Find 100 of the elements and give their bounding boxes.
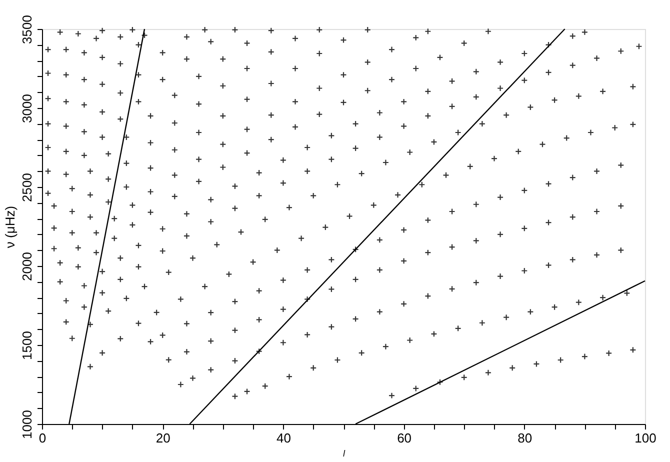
point xyxy=(454,325,462,332)
point xyxy=(141,283,148,290)
point xyxy=(382,159,389,166)
point xyxy=(280,306,286,313)
point xyxy=(80,102,88,108)
point xyxy=(593,208,600,215)
point xyxy=(472,237,480,244)
point xyxy=(183,232,190,240)
point xyxy=(496,231,504,238)
point xyxy=(105,150,112,158)
point xyxy=(388,392,396,399)
point xyxy=(334,356,341,364)
point xyxy=(159,332,166,338)
point xyxy=(630,83,636,90)
point xyxy=(99,54,106,61)
point xyxy=(490,155,498,162)
point xyxy=(232,205,238,212)
point xyxy=(214,241,220,248)
point xyxy=(292,65,299,72)
point xyxy=(618,48,624,54)
point xyxy=(147,139,154,146)
point xyxy=(62,122,70,130)
point xyxy=(551,96,558,104)
point xyxy=(448,286,456,292)
point xyxy=(208,338,214,344)
point xyxy=(454,129,462,136)
point xyxy=(44,190,52,197)
point xyxy=(111,235,118,242)
point xyxy=(62,148,70,155)
point xyxy=(569,256,576,263)
point xyxy=(496,84,504,92)
point xyxy=(62,171,70,178)
point xyxy=(334,181,341,188)
point xyxy=(496,58,504,66)
point xyxy=(280,156,286,164)
point xyxy=(636,43,642,50)
point xyxy=(424,292,432,300)
y-tick-label: 2000 xyxy=(20,252,34,281)
point xyxy=(581,28,588,36)
point xyxy=(256,192,262,199)
point xyxy=(74,244,82,252)
point xyxy=(195,129,202,136)
point xyxy=(74,30,82,38)
point xyxy=(533,360,540,368)
point xyxy=(376,308,383,316)
point xyxy=(304,266,311,274)
point xyxy=(105,308,112,314)
point xyxy=(316,50,323,57)
x-tick-label: 80 xyxy=(518,430,532,446)
point xyxy=(442,172,450,178)
point xyxy=(147,112,154,120)
point xyxy=(352,120,359,128)
point xyxy=(304,296,311,302)
point xyxy=(286,204,293,211)
point xyxy=(268,80,274,87)
point xyxy=(370,202,377,208)
x-tick-label: 60 xyxy=(397,430,412,446)
point xyxy=(135,98,142,105)
point xyxy=(99,81,106,88)
point xyxy=(328,324,335,330)
point xyxy=(400,300,408,308)
point xyxy=(448,78,456,84)
point xyxy=(68,185,76,192)
point xyxy=(280,276,286,284)
point xyxy=(80,304,88,310)
point xyxy=(202,283,208,290)
point xyxy=(262,216,268,223)
point xyxy=(189,374,196,382)
point xyxy=(44,46,52,53)
point xyxy=(117,60,124,68)
point xyxy=(80,76,88,83)
point xyxy=(527,308,534,316)
point xyxy=(232,182,238,190)
point xyxy=(117,90,124,96)
point xyxy=(111,215,118,222)
point xyxy=(521,225,528,232)
point xyxy=(424,88,432,95)
y-tick-label: 3000 xyxy=(20,94,34,123)
point xyxy=(557,356,564,364)
point xyxy=(322,224,329,231)
point xyxy=(220,56,226,62)
point xyxy=(165,356,172,364)
x-tick-label: 0 xyxy=(38,430,46,446)
point xyxy=(521,50,528,57)
point xyxy=(424,28,432,35)
point xyxy=(545,69,552,76)
point xyxy=(171,193,178,200)
point xyxy=(80,282,88,290)
point xyxy=(159,226,166,232)
point xyxy=(50,224,58,232)
point xyxy=(232,26,238,34)
point xyxy=(496,272,504,280)
point xyxy=(92,230,100,236)
point xyxy=(195,178,202,185)
point xyxy=(352,145,359,152)
point xyxy=(256,316,262,324)
point xyxy=(74,264,82,270)
point xyxy=(44,95,52,102)
point xyxy=(430,330,438,338)
point xyxy=(99,27,106,34)
